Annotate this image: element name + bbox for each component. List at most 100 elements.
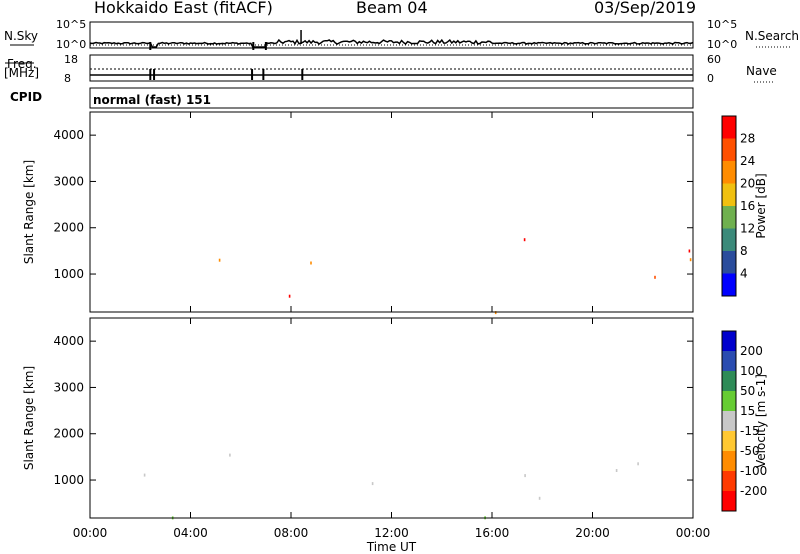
data-cell-1-5-0	[615, 469, 618, 472]
colorbar-seg-1-8	[722, 331, 736, 351]
colorbar-frame-1	[721, 330, 737, 512]
nave-tick-high: 60	[707, 53, 721, 66]
data-cell-0-6-3	[654, 275, 656, 279]
data-gap-1-2	[262, 318, 266, 518]
colorbar-tick-1-2: 50	[740, 384, 755, 398]
colorbar-tick-0-2: 12	[740, 222, 755, 236]
power-panel-frame	[89, 111, 694, 313]
freq-tick-low: 8	[64, 72, 71, 85]
data-cell-0-6-2	[689, 258, 692, 262]
data-gap-1-0	[151, 318, 156, 518]
data-cell-1-5-2	[538, 496, 541, 500]
colorbar-seg-1-3	[722, 431, 736, 451]
ytick-label-1-2000: 2000	[53, 427, 84, 441]
colorbar-label-1: Velocity [m s-1]	[754, 374, 768, 468]
cpid-text: normal (fast) 151	[93, 93, 211, 107]
colorbar-seg-1-1	[722, 471, 736, 491]
nave-tick-low: 0	[707, 72, 714, 85]
colorbar-tick-0-1: 8	[740, 244, 748, 258]
colorbar-seg-0-4	[722, 183, 736, 206]
xtick-label-0: 00:00	[73, 526, 108, 540]
colorbar-seg-0-7	[722, 116, 736, 139]
ytick-label-1-1000: 1000	[53, 473, 84, 487]
noise-trace	[89, 38, 694, 48]
xtick-label-6: 00:00	[676, 526, 711, 540]
freq-panel	[89, 54, 694, 82]
xlabel: Time UT	[366, 540, 417, 554]
data-cell-0-6-1	[688, 249, 691, 253]
data-cell-1-5-3	[524, 474, 526, 478]
colorbar-tick-1-4: -15	[740, 424, 760, 438]
colorbar-tick-0-0: 4	[740, 267, 748, 281]
xtick-label-4: 16:00	[475, 526, 510, 540]
data-gap-0-3	[301, 112, 304, 312]
colorbar-seg-0-0	[722, 273, 736, 296]
colorbar-seg-0-2	[722, 228, 736, 251]
ytick-label-0-3000: 3000	[53, 174, 84, 188]
date-label: 03/Sep/2019	[594, 0, 697, 17]
data-cell-0-3-0	[310, 261, 312, 265]
colorbar-tick-0-6: 28	[740, 132, 755, 146]
noise-tick-high: 10^5	[56, 18, 87, 31]
data-gap-1-3	[301, 318, 304, 518]
xtick-label-5: 20:00	[575, 526, 610, 540]
colorbar-tick-1-7: -200	[740, 484, 767, 498]
colorbar-tick-1-1: 100	[740, 364, 763, 378]
ylabel-1: Slant Range [km]	[22, 366, 36, 470]
colorbar-tick-1-5: -50	[740, 444, 760, 458]
beam-label: Beam 04	[356, 0, 428, 17]
colorbar-frame-0	[721, 115, 737, 297]
colorbar-seg-0-3	[722, 206, 736, 229]
nave-label: Nave	[746, 64, 777, 78]
nsky-label: N.Sky	[4, 29, 39, 43]
colorbar-tick-0-5: 24	[740, 154, 755, 168]
colorbar-tick-0-4: 20	[740, 177, 755, 191]
colorbar-seg-1-4	[722, 411, 736, 431]
data-cell-1-5-4	[637, 462, 639, 466]
mhz-label: [MHz]	[4, 66, 40, 80]
colorbar-tick-1-6: -100	[740, 464, 767, 478]
data-cell-0-3-1	[288, 294, 291, 298]
noise-tick-low: 10^0	[56, 38, 87, 51]
ytick-label-0-2000: 2000	[53, 221, 84, 235]
ytick-label-0-4000: 4000	[53, 128, 84, 142]
colorbar-tick-1-0: 200	[740, 344, 763, 358]
colorbar-tick-0-3: 16	[740, 199, 755, 213]
xtick-label-3: 12:00	[374, 526, 409, 540]
ytick-label-1-4000: 4000	[53, 334, 84, 348]
colorbar-seg-1-0	[722, 491, 736, 511]
colorbar-seg-1-5	[722, 391, 736, 411]
velocity-panel-frame	[89, 317, 694, 519]
cpid-panel	[89, 87, 694, 109]
xtick-label-2: 08:00	[274, 526, 309, 540]
data-gap-0-2	[262, 112, 266, 312]
colorbar-seg-1-6	[722, 371, 736, 391]
ytick-label-1-3000: 3000	[53, 380, 84, 394]
data-cell-1-0-0	[143, 473, 146, 477]
colorbar-seg-1-2	[722, 451, 736, 471]
colorbar-seg-0-1	[722, 251, 736, 274]
noise-panel	[89, 21, 694, 49]
data-gap-0-0	[151, 112, 156, 312]
noise-right-tick-low: 10^0	[707, 38, 738, 51]
colorbar-label-0: Power [dB]	[754, 173, 768, 238]
xtick-label-1: 04:00	[173, 526, 208, 540]
freq-label: Freq.	[7, 57, 37, 71]
ytick-label-0-1000: 1000	[53, 267, 84, 281]
freq-tick-high: 18	[64, 53, 78, 66]
data-cell-1-2-1	[371, 482, 374, 486]
noise-right-tick-high: 10^5	[707, 18, 738, 31]
cpid-label: CPID	[10, 90, 43, 104]
data-gap-1-1	[252, 318, 256, 518]
data-cell-0-8-0	[494, 311, 497, 315]
data-cell-0-2-0	[218, 258, 221, 262]
colorbar-seg-0-6	[722, 138, 736, 161]
data-cell-0-6-0	[523, 238, 526, 242]
nsearch-label: N.Search	[745, 29, 800, 43]
colorbar-tick-1-3: 15	[740, 404, 755, 418]
colorbar-seg-1-7	[722, 351, 736, 371]
ylabel-0: Slant Range [km]	[22, 160, 36, 264]
data-gap-0-1	[252, 112, 256, 312]
chart-title: Hokkaido East (fitACF)	[94, 0, 273, 17]
